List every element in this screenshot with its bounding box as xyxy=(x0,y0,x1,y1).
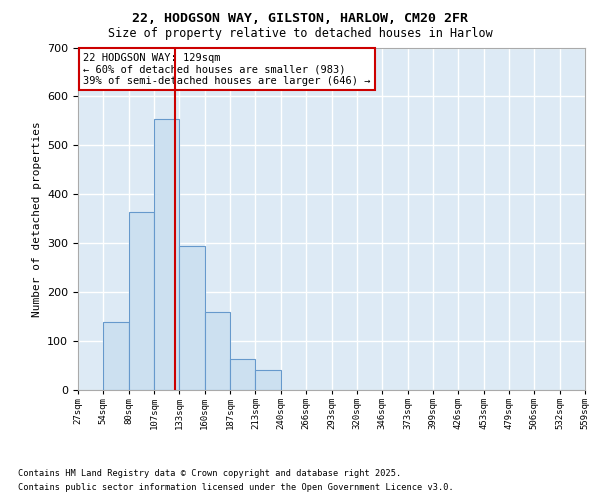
Text: Contains HM Land Registry data © Crown copyright and database right 2025.: Contains HM Land Registry data © Crown c… xyxy=(18,468,401,477)
Text: Size of property relative to detached houses in Harlow: Size of property relative to detached ho… xyxy=(107,28,493,40)
Bar xyxy=(230,359,256,390)
Bar xyxy=(179,246,205,390)
Bar xyxy=(256,370,281,390)
Bar xyxy=(128,212,154,390)
Bar xyxy=(205,312,230,390)
Bar xyxy=(154,120,179,390)
Text: 22, HODGSON WAY, GILSTON, HARLOW, CM20 2FR: 22, HODGSON WAY, GILSTON, HARLOW, CM20 2… xyxy=(132,12,468,26)
Text: 22 HODGSON WAY: 129sqm
← 60% of detached houses are smaller (983)
39% of semi-de: 22 HODGSON WAY: 129sqm ← 60% of detached… xyxy=(83,52,371,86)
Text: Contains public sector information licensed under the Open Government Licence v3: Contains public sector information licen… xyxy=(18,484,454,492)
Y-axis label: Number of detached properties: Number of detached properties xyxy=(32,121,41,316)
Bar xyxy=(103,322,128,390)
